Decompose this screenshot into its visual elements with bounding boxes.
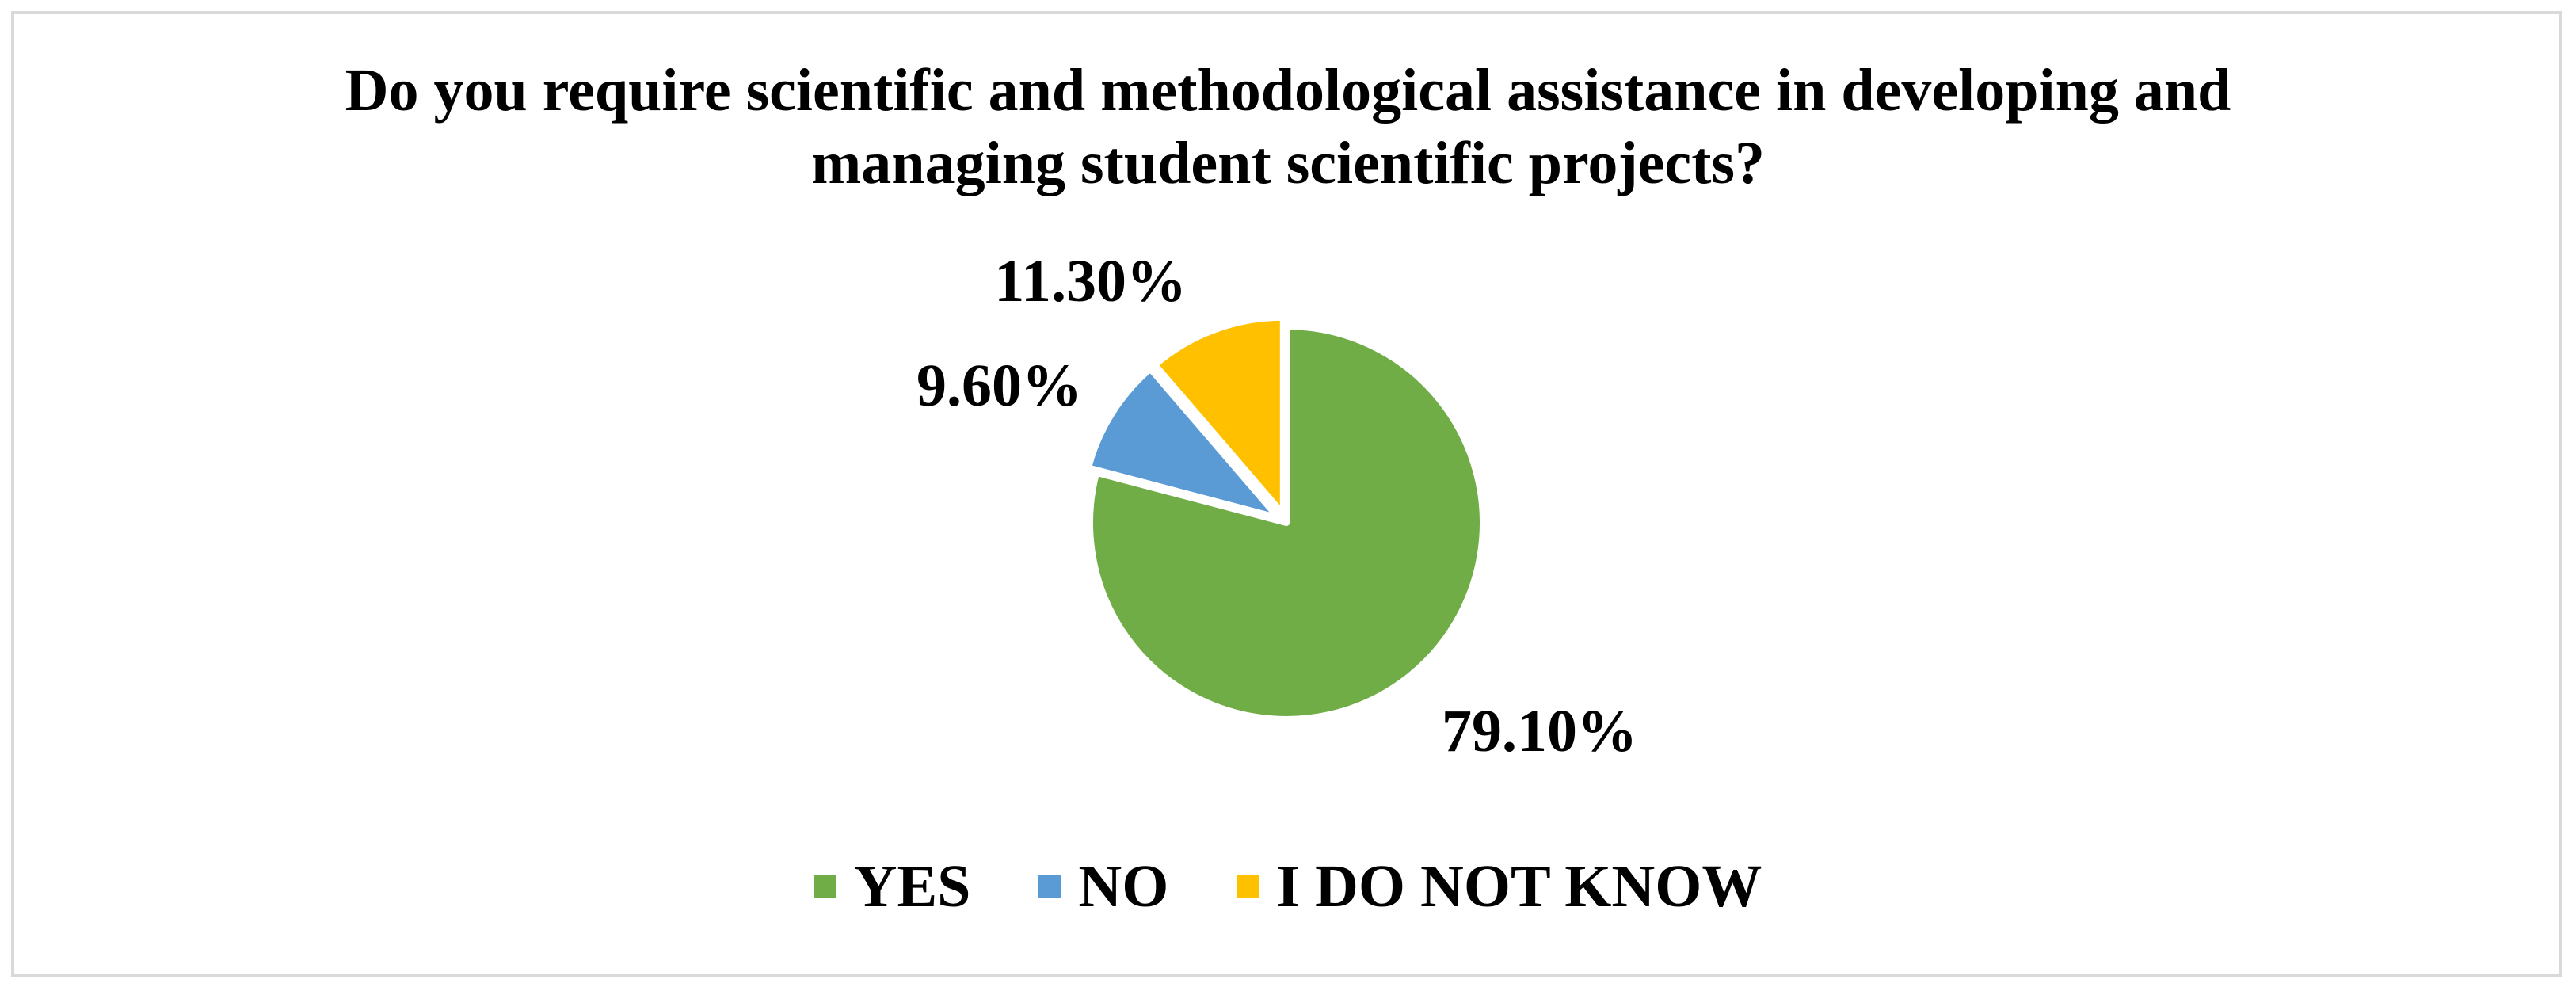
chart-title: Do you require scientific and methodolog… — [0, 54, 2576, 200]
data-labels: 79.10% 9.60% 11.30% — [916, 248, 1637, 764]
chart-title-line-2: managing student scientific projects? — [811, 130, 1765, 196]
legend-item-no: NO — [1038, 851, 1168, 922]
legend-label-i-do-not-know: I DO NOT KNOW — [1276, 853, 1762, 920]
legend-item-yes: YES — [814, 851, 971, 922]
pie-slice-no — [1085, 365, 1282, 521]
legend-label-yes: YES — [853, 853, 971, 920]
data-label-i-do-not-know: 11.30% — [994, 248, 1187, 314]
legend-swatch-i-do-not-know — [1237, 875, 1259, 898]
pie-slice-yes — [1087, 323, 1486, 722]
legend-item-i-do-not-know: I DO NOT KNOW — [1237, 851, 1762, 922]
chart-title-line-1: Do you require scientific and methodolog… — [345, 57, 2231, 124]
data-label-yes: 79.10% — [1442, 698, 1637, 764]
pie-slice-i-do-not-know — [1152, 314, 1286, 517]
legend: YES NO I DO NOT KNOW — [0, 851, 2576, 922]
legend-swatch-yes — [814, 875, 836, 898]
data-label-no: 9.60% — [916, 353, 1082, 419]
pie-slices — [1085, 314, 1486, 722]
legend-label-no: NO — [1078, 853, 1169, 920]
legend-swatch-no — [1038, 875, 1061, 898]
